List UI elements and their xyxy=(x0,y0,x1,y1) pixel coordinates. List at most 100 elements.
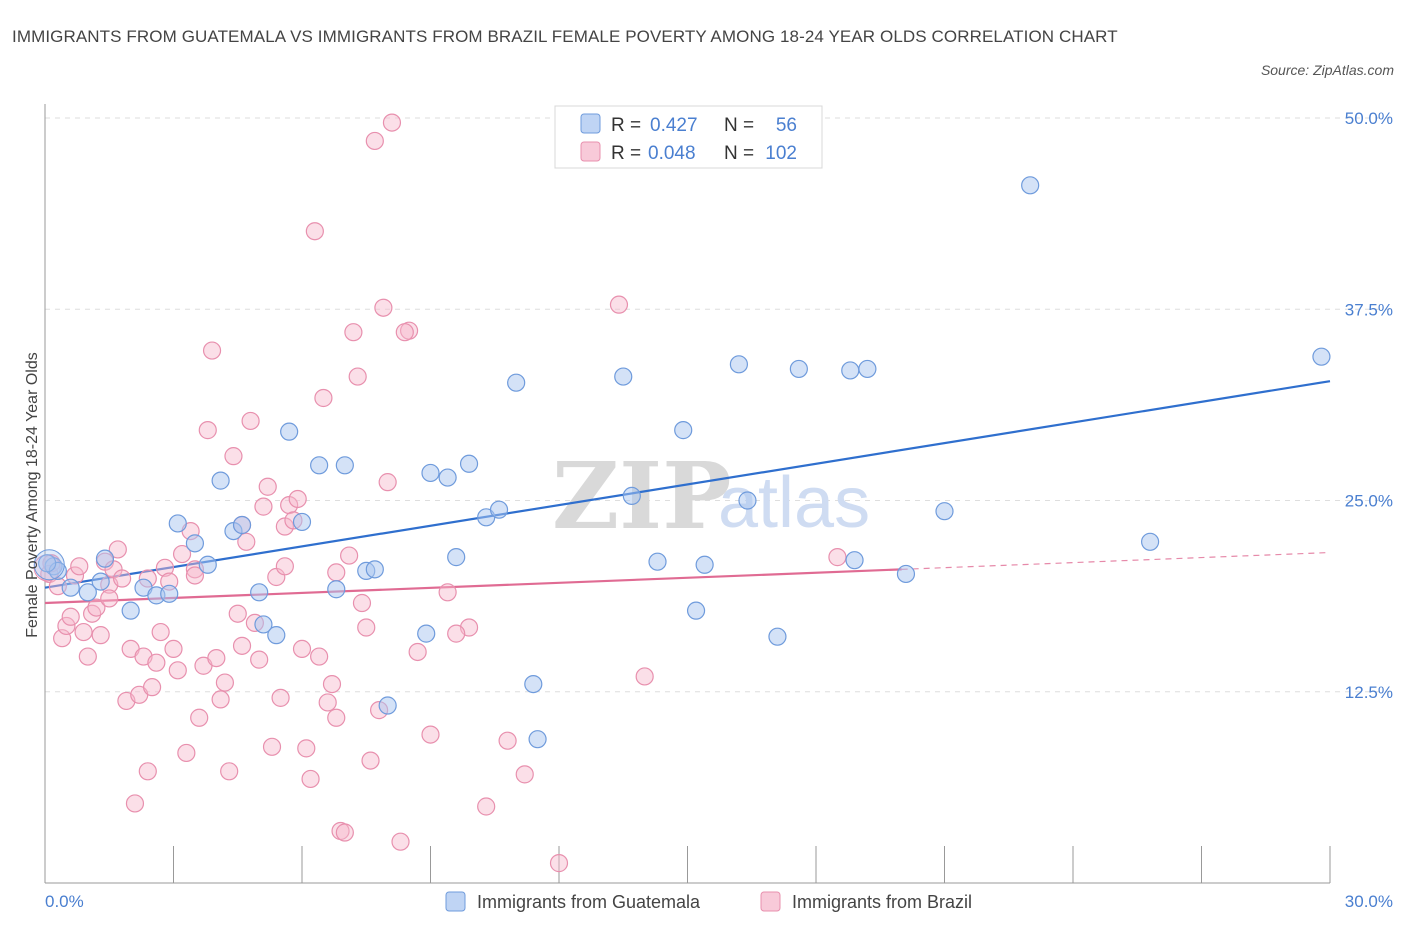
brazil-point-26 xyxy=(155,558,175,577)
legend-n-value-2: 102 xyxy=(765,143,797,164)
guatemala-point-11 xyxy=(185,534,205,553)
brazil-point-40 xyxy=(215,673,234,692)
brazil-point-30 xyxy=(172,544,192,564)
legend-r-value-1: 0.427 xyxy=(650,115,698,136)
guatemala-point-34 xyxy=(507,373,526,392)
guatemala-point-22 xyxy=(327,580,346,599)
brazil-point-37 xyxy=(202,341,222,360)
guatemala-point-40 xyxy=(674,421,693,440)
brazil-point-44 xyxy=(232,636,252,655)
top-legend: R = 0.427 N = 56 R = 0.048 N = 102 xyxy=(554,105,823,169)
guatemala-point-31 xyxy=(459,454,479,473)
brazil-point-63 xyxy=(314,388,333,408)
guatemala-point-54 xyxy=(1312,347,1331,366)
brazil-point-36 xyxy=(198,421,217,440)
guatemala-point-35 xyxy=(524,674,543,694)
brazil-point-23 xyxy=(142,678,162,697)
brazil-point-53 xyxy=(271,688,290,707)
brazil-point-100 xyxy=(395,323,414,342)
points-brazil xyxy=(33,113,847,873)
guatemala-point-13 xyxy=(211,471,230,490)
legend-n-value-1: 56 xyxy=(776,115,797,136)
brazil-point-11 xyxy=(91,626,110,645)
guatemala-point-5 xyxy=(95,549,115,568)
brazil-point-75 xyxy=(365,131,384,151)
brazil-point-88 xyxy=(515,765,534,784)
brazil-point-4 xyxy=(61,607,80,626)
guatemala-point-42 xyxy=(695,555,714,574)
brazil-point-94 xyxy=(100,589,119,608)
guatemala-point-39 xyxy=(648,552,667,571)
y-tick-label-2: 37.5% xyxy=(1345,300,1393,319)
brazil-point-24 xyxy=(147,653,166,672)
brazil-point-28 xyxy=(164,639,183,659)
y-tick-label-1: 25.0% xyxy=(1345,492,1393,511)
brazil-point-69 xyxy=(340,546,359,565)
brazil-point-89 xyxy=(549,854,569,873)
guatemala-point-51 xyxy=(935,502,954,521)
guatemala-point-44 xyxy=(738,491,757,510)
guatemala-point-53 xyxy=(1140,532,1160,551)
brazil-point-79 xyxy=(382,113,402,132)
source-label: Source: ZipAtlas.com xyxy=(1260,62,1394,78)
brazil-point-29 xyxy=(168,661,187,680)
brazil-point-84 xyxy=(438,583,457,602)
brazil-point-96 xyxy=(185,566,205,585)
guatemala-point-48 xyxy=(845,551,864,570)
brazil-point-83 xyxy=(421,725,440,744)
legend-r-value-2: 0.048 xyxy=(648,143,696,164)
guatemala-point-49 xyxy=(858,359,877,379)
brazil-point-65 xyxy=(322,674,342,694)
brazil-point-43 xyxy=(228,604,247,623)
brazil-point-38 xyxy=(207,648,226,668)
guatemala-point-29 xyxy=(438,468,457,487)
guatemala-point-16 xyxy=(250,583,269,602)
guatemala-point-28 xyxy=(421,463,440,483)
bottom-legend-label-brazil: Immigrants from Brazil xyxy=(792,892,972,912)
brazil-point-50 xyxy=(258,477,277,496)
brazil-point-68 xyxy=(335,823,354,842)
brazil-point-6 xyxy=(70,557,89,576)
guatemala-cluster-point xyxy=(33,549,65,581)
brazil-point-72 xyxy=(352,593,372,613)
legend-n-label-1: N = xyxy=(724,115,754,136)
brazil-point-70 xyxy=(344,323,363,342)
brazil-point-74 xyxy=(361,751,380,770)
brazil-point-22 xyxy=(138,762,157,781)
brazil-point-62 xyxy=(310,647,329,666)
guatemala-point-15 xyxy=(232,515,252,535)
brazil-trend-line-extension xyxy=(901,551,1331,570)
guatemala-point-43 xyxy=(729,355,749,374)
x-tick-label-min: 0.0% xyxy=(45,892,84,911)
brazil-point-60 xyxy=(301,769,320,789)
brazil-point-99 xyxy=(327,563,346,582)
brazil-point-92 xyxy=(828,548,847,567)
points-guatemala xyxy=(33,176,1331,749)
y-tick-labels: 12.5% 25.0% 37.5% 50.0% xyxy=(1345,109,1393,702)
guatemala-point-47 xyxy=(841,361,860,380)
guatemala-point-21 xyxy=(310,456,329,475)
y-tick-label-0: 12.5% xyxy=(1345,683,1393,702)
trend-lines xyxy=(44,380,1331,605)
y-tick-label-3: 50.0% xyxy=(1345,109,1393,128)
brazil-point-10 xyxy=(87,598,106,617)
brazil-point-98 xyxy=(275,557,294,576)
brazil-point-19 xyxy=(125,794,145,813)
brazil-trend-line xyxy=(44,568,902,605)
guatemala-point-18 xyxy=(267,626,286,645)
brazil-point-7 xyxy=(74,622,93,642)
brazil-point-51 xyxy=(262,737,282,756)
brazil-point-91 xyxy=(635,667,654,686)
guatemala-point-37 xyxy=(614,367,633,386)
guatemala-point-41 xyxy=(686,601,706,620)
guatemala-point-10 xyxy=(168,514,187,533)
brazil-point-82 xyxy=(408,642,427,662)
guatemala-point-4 xyxy=(91,572,110,591)
legend-r-label-2: R = xyxy=(611,143,641,164)
guatemala-point-23 xyxy=(335,456,354,475)
grid xyxy=(45,117,1392,693)
brazil-point-71 xyxy=(348,367,367,386)
brazil-point-64 xyxy=(318,693,337,712)
guatemala-point-55 xyxy=(38,554,57,573)
